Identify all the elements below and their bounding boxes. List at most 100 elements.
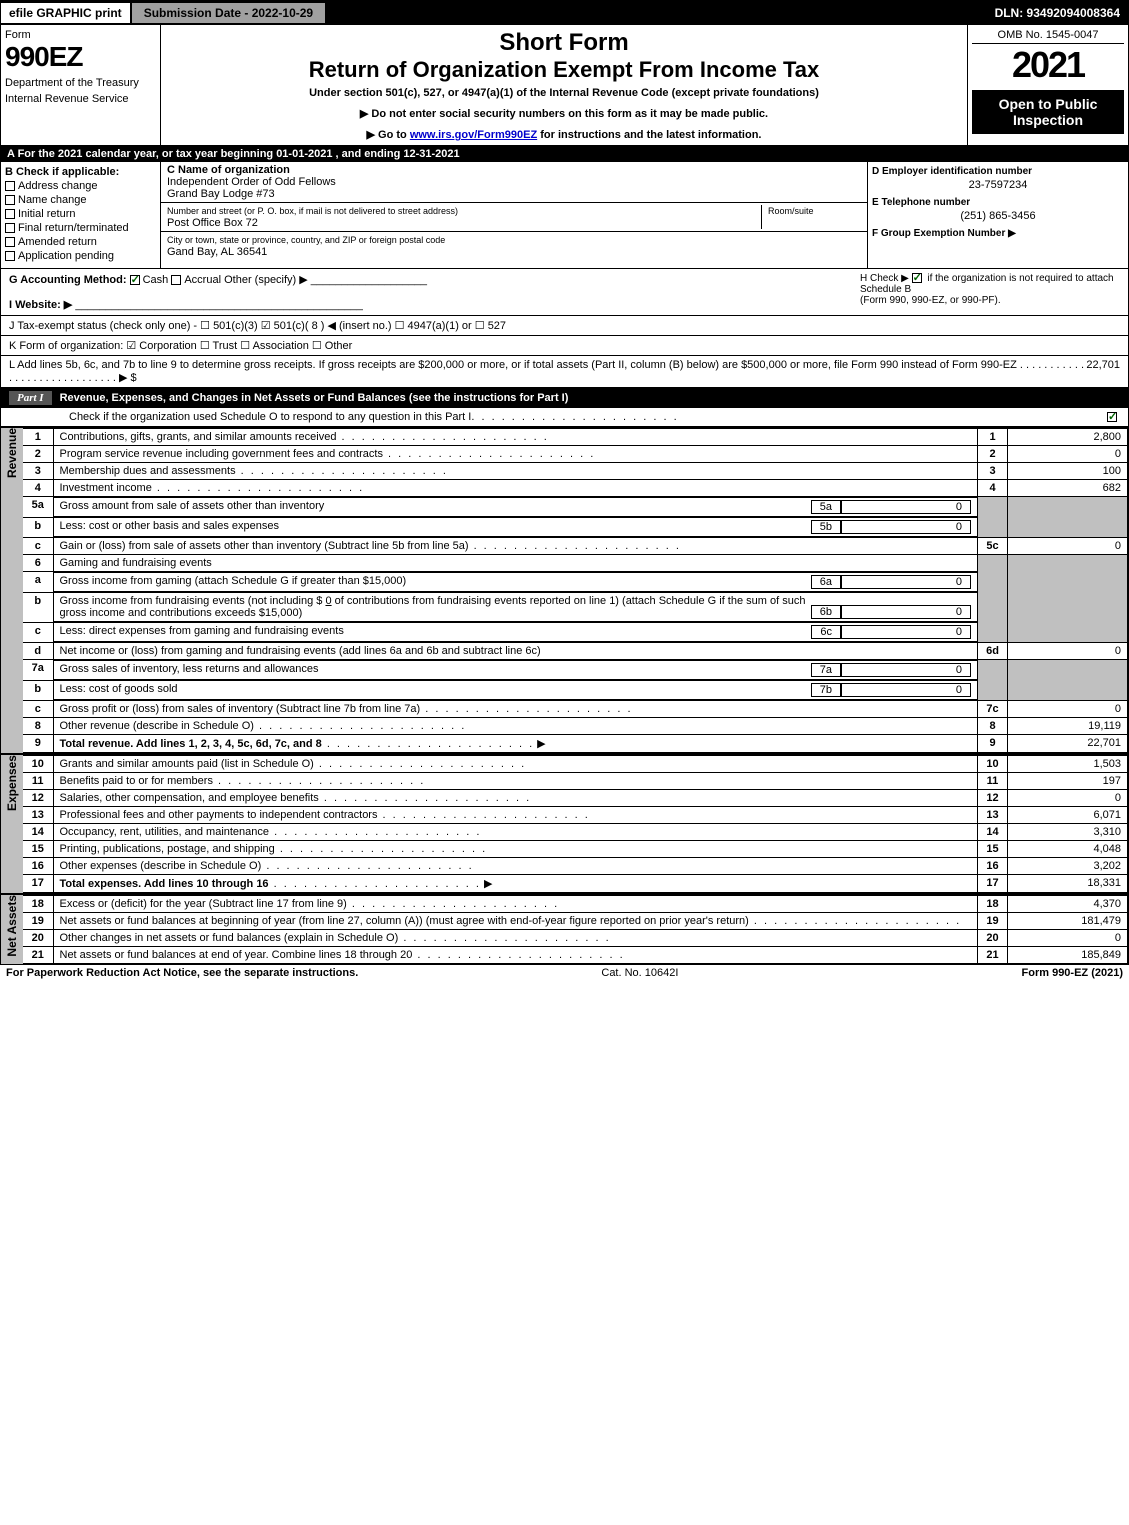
line19-val: 181,479	[1008, 913, 1128, 930]
line12-val: 0	[1008, 790, 1128, 807]
line6b-sub: 0	[841, 605, 971, 619]
form-word: Form	[5, 29, 156, 41]
short-form: Short Form	[169, 29, 959, 57]
footer: For Paperwork Reduction Act Notice, see …	[0, 965, 1129, 981]
checkbox-cash-icon[interactable]	[130, 275, 140, 285]
line20-val: 0	[1008, 930, 1128, 947]
tax-year: 2021	[972, 44, 1124, 86]
form-number: 990EZ	[5, 41, 156, 73]
irs: Internal Revenue Service	[5, 93, 156, 105]
dln: DLN: 93492094008364	[987, 3, 1128, 23]
line7a-sub: 0	[841, 663, 971, 677]
header-center: Short Form Return of Organization Exempt…	[161, 25, 968, 145]
line6d-val: 0	[1008, 643, 1128, 660]
dept: Department of the Treasury	[5, 77, 156, 89]
checkbox-accrual-icon[interactable]	[171, 275, 181, 285]
assets-tab: Net Assets	[1, 895, 23, 964]
line17-val: 18,331	[1008, 875, 1128, 893]
e-label: E Telephone number	[872, 197, 1124, 208]
row-l-text: L Add lines 5b, 6c, and 7b to line 9 to …	[9, 359, 1086, 384]
city: Gand Bay, AL 36541	[167, 246, 267, 258]
revenue-table: 1Contributions, gifts, grants, and simil…	[23, 428, 1128, 753]
gross-receipts: 22,701	[1086, 359, 1120, 384]
row-k: K Form of organization: ☑ Corporation ☐ …	[1, 336, 1128, 356]
header-left: Form 990EZ Department of the Treasury In…	[1, 25, 161, 145]
opt-initial: Initial return	[5, 208, 156, 220]
b-label: B Check if applicable:	[5, 166, 156, 178]
revenue-tab: Revenue	[1, 428, 23, 753]
form-ref: Form 990-EZ (2021)	[1022, 967, 1123, 979]
checkbox-h-icon[interactable]	[912, 273, 922, 283]
submission-date: Submission Date - 2022-10-29	[130, 1, 327, 25]
street: Post Office Box 72	[167, 217, 258, 229]
expenses-grid: Expenses 10Grants and similar amounts pa…	[1, 753, 1128, 893]
row-g: G Accounting Method: Cash Accrual Other …	[9, 273, 427, 311]
goto-link[interactable]: www.irs.gov/Form990EZ	[410, 129, 537, 141]
expenses-tab: Expenses	[1, 755, 23, 893]
paperwork-notice: For Paperwork Reduction Act Notice, see …	[6, 967, 358, 979]
f-label: F Group Exemption Number ▶	[872, 228, 1124, 239]
checkbox-icon[interactable]	[5, 223, 15, 233]
line9-val: 22,701	[1008, 735, 1128, 753]
opt-address: Address change	[5, 180, 156, 192]
checkbox-icon[interactable]	[5, 181, 15, 191]
opt-amended: Amended return	[5, 236, 156, 248]
line5c-val: 0	[1008, 538, 1128, 555]
street-label: Number and street (or P. O. box, if mail…	[167, 206, 458, 216]
opt-name: Name change	[5, 194, 156, 206]
part1-label: Part I	[9, 391, 52, 405]
cat-no: Cat. No. 10642I	[601, 967, 678, 979]
section-def: D Employer identification number 23-7597…	[868, 162, 1128, 268]
line3-val: 100	[1008, 463, 1128, 480]
line18-val: 4,370	[1008, 896, 1128, 913]
room-label: Room/suite	[768, 206, 814, 216]
line2-val: 0	[1008, 446, 1128, 463]
opt-final: Final return/terminated	[5, 222, 156, 234]
checkbox-schedule-o-icon[interactable]	[1107, 412, 1117, 422]
line11-val: 197	[1008, 773, 1128, 790]
line7b-sub: 0	[841, 683, 971, 697]
c-label: C Name of organization	[167, 164, 290, 176]
part1-title: Revenue, Expenses, and Changes in Net As…	[60, 392, 569, 404]
header: Form 990EZ Department of the Treasury In…	[1, 25, 1128, 146]
line15-val: 4,048	[1008, 841, 1128, 858]
line7c-val: 0	[1008, 701, 1128, 718]
row-j: J Tax-exempt status (check only one) - ☐…	[1, 316, 1128, 336]
line21-val: 185,849	[1008, 947, 1128, 964]
section-b: B Check if applicable: Address change Na…	[1, 162, 161, 268]
part1-header: Part I Revenue, Expenses, and Changes in…	[1, 388, 1128, 408]
goto-link-row: ▶ Go to www.irs.gov/Form990EZ for instru…	[169, 128, 959, 141]
checkbox-icon[interactable]	[5, 209, 15, 219]
omb-number: OMB No. 1545-0047	[972, 29, 1124, 44]
goto-post: for instructions and the latest informat…	[537, 129, 761, 141]
line10-val: 1,503	[1008, 756, 1128, 773]
under-section: Under section 501(c), 527, or 4947(a)(1)…	[169, 87, 959, 99]
ein: 23-7597234	[872, 179, 1124, 191]
city-label: City or town, state or province, country…	[167, 235, 445, 245]
open-to-public: Open to Public Inspection	[972, 90, 1124, 134]
line1-val: 2,800	[1008, 429, 1128, 446]
line-a: A For the 2021 calendar year, or tax yea…	[1, 146, 1128, 162]
checkbox-icon[interactable]	[5, 195, 15, 205]
section-c: C Name of organization Independent Order…	[161, 162, 868, 268]
goto-pre: ▶ Go to	[367, 129, 410, 141]
checkbox-icon[interactable]	[5, 251, 15, 261]
row-l: L Add lines 5b, 6c, and 7b to line 9 to …	[1, 356, 1128, 388]
d-label: D Employer identification number	[872, 166, 1124, 177]
do-not-enter: ▶ Do not enter social security numbers o…	[169, 107, 959, 120]
main-grid: Revenue 1Contributions, gifts, grants, a…	[1, 428, 1128, 753]
line8-val: 19,119	[1008, 718, 1128, 735]
section-bcdef: B Check if applicable: Address change Na…	[1, 162, 1128, 269]
line6a-sub: 0	[841, 575, 971, 589]
top-bar: efile GRAPHIC print Submission Date - 20…	[1, 1, 1128, 25]
line5b-sub: 0	[841, 520, 971, 534]
org-name1: Independent Order of Odd Fellows	[167, 176, 336, 188]
header-right: OMB No. 1545-0047 2021 Open to Public In…	[968, 25, 1128, 145]
part1-check-text: Check if the organization used Schedule …	[9, 411, 471, 423]
return-title: Return of Organization Exempt From Incom…	[169, 57, 959, 83]
checkbox-icon[interactable]	[5, 237, 15, 247]
org-name2: Grand Bay Lodge #73	[167, 188, 275, 200]
form-container: efile GRAPHIC print Submission Date - 20…	[0, 0, 1129, 965]
line13-val: 6,071	[1008, 807, 1128, 824]
part1-check: Check if the organization used Schedule …	[1, 408, 1128, 428]
